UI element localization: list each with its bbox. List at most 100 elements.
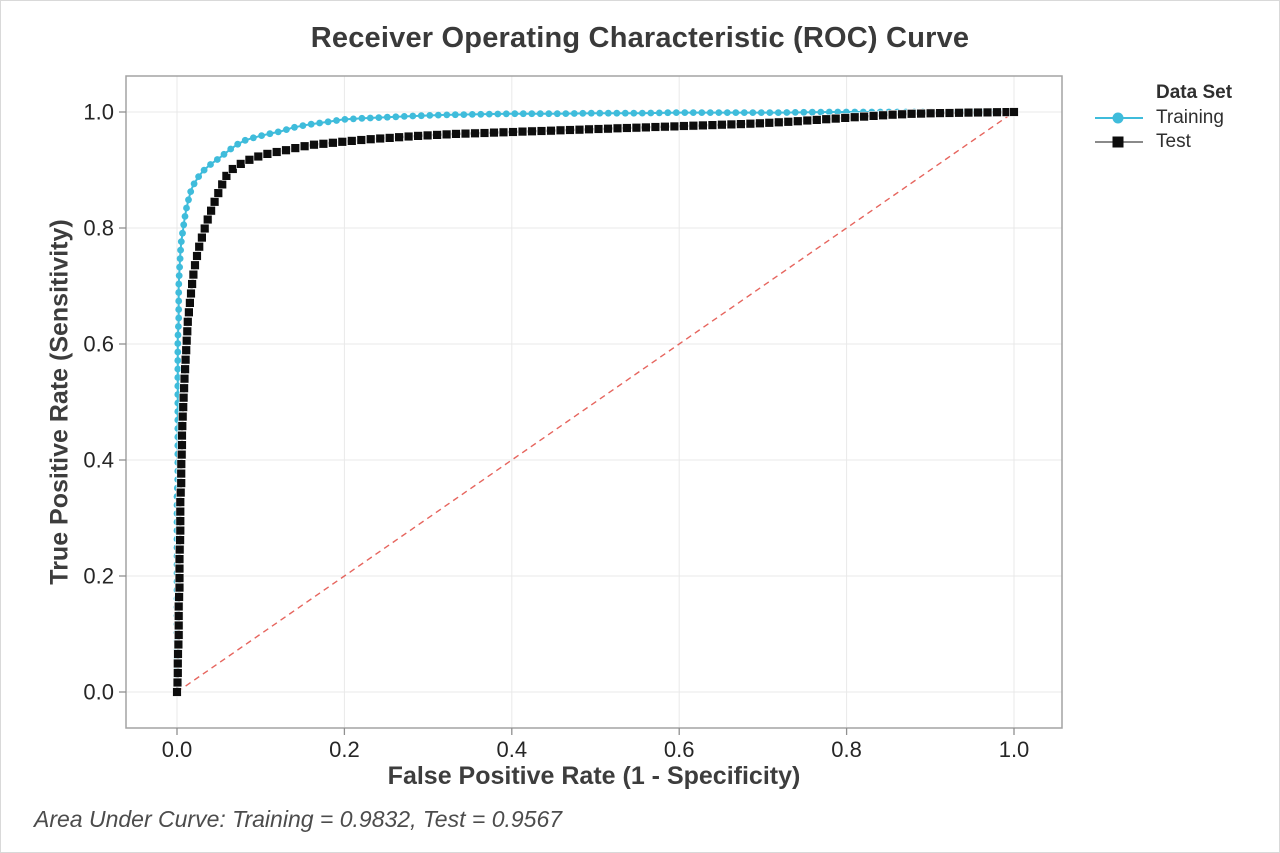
training-marker-icon	[220, 150, 228, 158]
training-marker-icon	[638, 109, 646, 117]
test-marker-icon	[384, 133, 395, 143]
test-marker-icon	[498, 127, 509, 138]
training-marker-icon	[817, 108, 825, 116]
test-marker-icon	[337, 137, 347, 147]
x-axis-label: False Positive Rate (1 - Specificity)	[387, 762, 801, 790]
training-marker-icon	[740, 109, 748, 116]
training-marker-icon	[180, 221, 188, 229]
training-marker-icon	[316, 119, 323, 127]
training-marker-icon	[502, 110, 510, 118]
test-marker-icon	[175, 497, 185, 507]
training-marker-icon	[174, 357, 182, 364]
training-marker-icon	[175, 297, 183, 305]
test-marker-icon	[631, 123, 642, 133]
training-marker-icon	[689, 109, 697, 116]
training-marker-icon	[553, 110, 561, 118]
legend-item-training: Training	[1094, 106, 1280, 130]
training-marker-icon	[613, 109, 621, 117]
test-marker-icon	[180, 364, 190, 374]
test-marker-icon	[221, 171, 232, 181]
test-marker-icon	[318, 139, 329, 149]
training-marker-icon	[749, 109, 757, 116]
training-marker-icon	[791, 109, 799, 116]
training-marker-icon	[187, 188, 195, 196]
test-marker-icon	[182, 335, 192, 346]
training-marker-icon	[596, 109, 604, 117]
x-tick-label: 0.2	[329, 737, 360, 762]
y-tick-label: 0.8	[83, 216, 114, 241]
test-marker-icon	[174, 601, 184, 612]
test-marker-icon	[698, 120, 708, 131]
training-marker-icon	[434, 111, 442, 119]
training-marker-icon	[825, 108, 833, 116]
training-marker-icon	[324, 118, 332, 126]
test-marker-icon	[174, 573, 185, 583]
test-marker-icon	[176, 487, 186, 498]
training-marker-icon	[426, 112, 434, 119]
test-marker-icon	[954, 108, 964, 118]
training-marker-icon	[241, 136, 249, 144]
test-marker-icon	[793, 116, 803, 126]
training-marker-icon	[604, 109, 612, 117]
training-marker-icon	[468, 111, 476, 118]
training-marker-icon	[195, 173, 203, 181]
test-marker-icon	[736, 119, 746, 129]
test-marker-icon	[176, 478, 186, 488]
training-marker-icon	[333, 117, 340, 124]
test-marker-icon	[982, 107, 993, 118]
test-marker-icon	[821, 114, 831, 124]
test-marker-icon	[174, 630, 184, 640]
training-marker-icon	[177, 246, 185, 254]
test-marker-icon	[432, 130, 442, 140]
y-axis-label: True Positive Rate (Sensitivity)	[45, 219, 74, 585]
training-marker-icon	[485, 110, 493, 118]
test-marker-icon	[347, 136, 357, 146]
test-marker-icon	[182, 326, 192, 336]
training-marker-icon	[400, 113, 408, 120]
test-marker-icon	[213, 188, 223, 198]
training-marker-icon	[451, 111, 459, 119]
training-marker-icon	[227, 145, 235, 153]
test-marker-icon	[849, 112, 860, 122]
test-marker-icon	[177, 421, 187, 431]
test-marker-icon	[309, 140, 319, 150]
test-marker-icon	[745, 119, 756, 129]
test-marker-icon	[612, 123, 623, 134]
test-marker-icon	[177, 449, 187, 460]
training-marker-icon	[174, 365, 182, 373]
test-marker-icon	[172, 687, 182, 697]
test-marker-icon	[200, 223, 210, 234]
training-marker-icon	[185, 196, 192, 204]
test-marker-icon	[176, 468, 186, 479]
x-tick-label: 0.8	[831, 737, 862, 762]
training-marker-icon	[545, 110, 553, 118]
training-marker-icon	[808, 108, 816, 116]
test-marker-icon	[812, 115, 822, 125]
training-marker-icon	[519, 110, 527, 118]
training-marker-icon	[562, 110, 570, 117]
training-marker-icon	[672, 109, 680, 116]
training-marker-icon	[177, 238, 185, 246]
reference-diagonal-line	[176, 111, 1015, 693]
test-marker-icon	[868, 111, 879, 121]
test-marker-icon	[178, 402, 188, 412]
test-markers	[172, 107, 1019, 697]
test-marker-icon	[328, 138, 338, 148]
test-marker-icon	[192, 251, 202, 261]
training-marker-icon	[341, 116, 349, 123]
training-marker-icon	[181, 213, 189, 220]
test-marker-icon	[203, 214, 213, 225]
training-marker-icon	[175, 323, 182, 330]
training-marker-icon	[477, 110, 485, 118]
test-marker-icon	[253, 151, 263, 162]
chart-title: Receiver Operating Characteristic (ROC) …	[310, 22, 970, 54]
training-marker-icon	[175, 280, 183, 288]
test-marker-icon	[194, 242, 204, 252]
y-tick-label: 0.4	[83, 448, 114, 473]
test-marker-icon	[176, 459, 186, 469]
test-marker-icon	[565, 125, 575, 135]
test-marker-icon	[774, 117, 784, 128]
training-marker-icon	[460, 111, 468, 118]
x-tick-label: 0.0	[162, 737, 193, 762]
test-marker-icon	[178, 411, 188, 422]
